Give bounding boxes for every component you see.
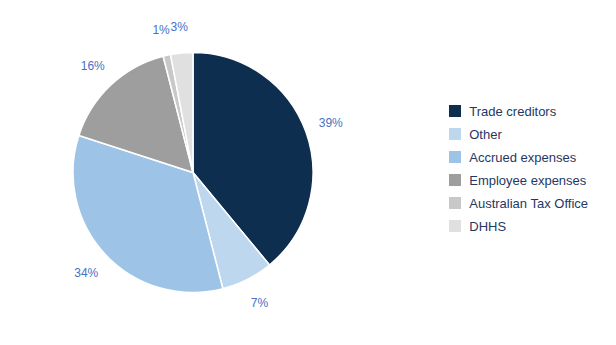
svg-text:7%: 7% [251, 296, 269, 310]
svg-text:16%: 16% [81, 59, 105, 73]
html-text:Trade creditors: Trade creditors [469, 103, 557, 119]
html-text:Other: Other [469, 126, 502, 142]
svg-text:1%: 1% [152, 23, 170, 37]
svg-text:34%: 34% [74, 266, 98, 280]
html-text:Australian Tax Office: Australian Tax Office [469, 195, 588, 211]
svg-text:3%: 3% [171, 20, 189, 34]
html-text:Accrued expenses: Accrued expenses [469, 149, 577, 165]
svg-text:39%: 39% [319, 116, 343, 130]
html-text:Employee expenses: Employee expenses [469, 172, 587, 188]
html-text:DHHS: DHHS [469, 218, 507, 234]
